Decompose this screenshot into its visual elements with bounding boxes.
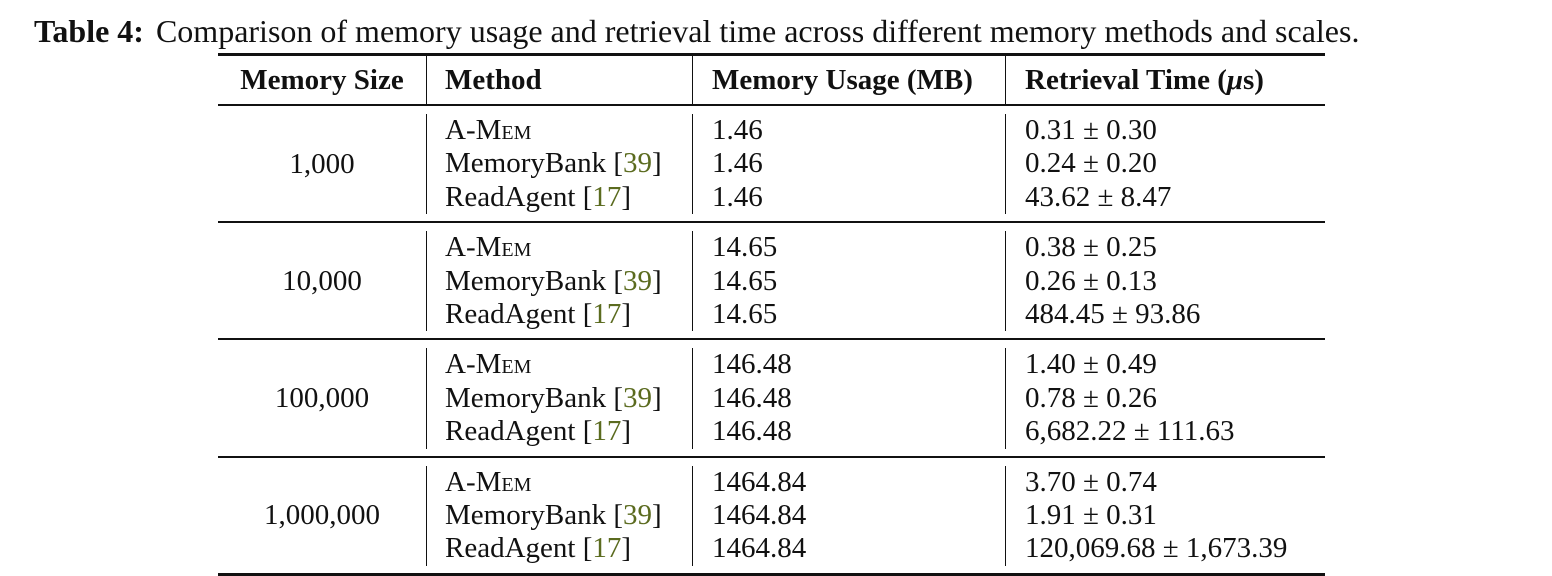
bottom-rule [218, 572, 1325, 576]
time-value: 0.31 ± 0.30 [1025, 114, 1157, 146]
retrieval-time-cell: 0.38 ± 0.25 0.26 ± 0.13 484.45 ± 93.86 [1006, 231, 1325, 331]
usage-value: 1464.84 [712, 532, 807, 565]
memory-usage-cell: 1464.84 1464.84 1464.84 [693, 465, 1006, 566]
method-readagent: ReadAgent [17] [445, 180, 632, 213]
memory-size-cell: 1,000 [218, 114, 427, 215]
table-row-group: 10,000 A-Mem MemoryBank [39] ReadAgent [… [218, 223, 1325, 338]
time-value: 1.40 ± 0.49 [1025, 348, 1157, 381]
group-rule [218, 455, 1325, 458]
table-row-group: 1,000 A-Mem MemoryBank [39] ReadAgent [1… [218, 106, 1325, 221]
memory-usage-cell: 1.46 1.46 1.46 [693, 114, 1006, 215]
method-cell: A-Mem MemoryBank [39] ReadAgent [17] [427, 465, 693, 566]
method-memorybank-name: MemoryBank [445, 381, 607, 414]
top-rule [218, 53, 1325, 56]
usage-value: 1464.84 [712, 499, 807, 532]
method-amem: A-Mem [445, 231, 532, 264]
header-retrieval-time-unit: μ [1226, 64, 1244, 96]
header-retrieval-time-prefix: Retrieval Time ( [1025, 64, 1227, 96]
method-readagent-name: ReadAgent [445, 298, 576, 331]
method-amem: A-Mem [445, 348, 532, 381]
header-retrieval-time-suffix: s) [1243, 64, 1264, 96]
time-value: 0.38 ± 0.25 [1025, 231, 1157, 264]
method-cell: A-Mem MemoryBank [39] ReadAgent [17] [427, 348, 693, 449]
table-caption: Table 4: Comparison of memory usage and r… [34, 10, 1544, 52]
citation-link[interactable]: 17 [592, 180, 622, 213]
table-row-group: 1,000,000 A-Mem MemoryBank [39] ReadAgen… [218, 458, 1325, 573]
method-cell: A-Mem MemoryBank [39] ReadAgent [17] [427, 114, 693, 215]
table-header-row: Memory Size Method Memory Usage (MB) Ret… [218, 56, 1325, 104]
header-memory-size: Memory Size [218, 56, 427, 104]
method-memorybank: MemoryBank [39] [445, 264, 662, 297]
caption-text: Comparison of memory usage and retrieval… [155, 13, 1360, 49]
memory-size-cell: 100,000 [218, 348, 427, 449]
usage-value: 14.65 [712, 264, 778, 297]
citation-link[interactable]: 39 [623, 381, 653, 414]
method-readagent: ReadAgent [17] [445, 532, 632, 565]
time-value: 0.78 ± 0.26 [1025, 381, 1157, 414]
method-memorybank: MemoryBank [39] [445, 381, 662, 414]
results-table: Memory Size Method Memory Usage (MB) Ret… [218, 53, 1325, 576]
time-value: 1.91 ± 0.31 [1025, 499, 1157, 532]
usage-value: 14.65 [712, 298, 778, 331]
usage-value: 146.48 [712, 415, 792, 448]
usage-value: 1.46 [712, 114, 763, 146]
citation-link[interactable]: 17 [592, 415, 622, 448]
method-memorybank-name: MemoryBank [445, 264, 607, 297]
time-value: 120,069.68 ± 1,673.39 [1025, 532, 1288, 565]
method-memorybank: MemoryBank [39] [445, 147, 662, 180]
memory-usage-cell: 14.65 14.65 14.65 [693, 231, 1006, 332]
citation-link[interactable]: 39 [623, 264, 653, 297]
method-amem: A-Mem [445, 114, 532, 146]
usage-value: 1.46 [712, 180, 763, 213]
method-readagent-name: ReadAgent [445, 415, 576, 448]
retrieval-time-cell: 0.31 ± 0.30 0.24 ± 0.20 43.62 ± 8.47 [1006, 114, 1325, 214]
caption-label: Table 4: [34, 13, 144, 49]
usage-value: 1464.84 [712, 465, 807, 498]
usage-value: 146.48 [712, 348, 792, 381]
method-readagent: ReadAgent [17] [445, 298, 632, 331]
method-memorybank: MemoryBank [39] [445, 499, 662, 532]
retrieval-time-cell: 1.40 ± 0.49 0.78 ± 0.26 6,682.22 ± 111.6… [1006, 348, 1325, 448]
memory-size-cell: 10,000 [218, 231, 427, 332]
group-rule [218, 221, 1325, 224]
usage-value: 1.46 [712, 147, 763, 180]
method-amem: A-Mem [445, 465, 532, 498]
time-value: 0.26 ± 0.13 [1025, 264, 1157, 297]
group-rule [218, 338, 1325, 341]
table-row-group: 100,000 A-Mem MemoryBank [39] ReadAgent … [218, 340, 1325, 455]
usage-value: 14.65 [712, 231, 778, 264]
header-rule [218, 104, 1325, 106]
method-readagent: ReadAgent [17] [445, 415, 632, 448]
method-memorybank-name: MemoryBank [445, 147, 607, 180]
memory-usage-cell: 146.48 146.48 146.48 [693, 348, 1006, 449]
header-method: Method [427, 56, 693, 104]
method-cell: A-Mem MemoryBank [39] ReadAgent [17] [427, 231, 693, 332]
citation-link[interactable]: 39 [623, 147, 653, 180]
time-value: 43.62 ± 8.47 [1025, 180, 1172, 213]
time-value: 0.24 ± 0.20 [1025, 147, 1157, 180]
method-readagent-name: ReadAgent [445, 180, 576, 213]
time-value: 3.70 ± 0.74 [1025, 465, 1157, 498]
time-value: 6,682.22 ± 111.63 [1025, 415, 1235, 448]
time-value: 484.45 ± 93.86 [1025, 298, 1201, 331]
header-retrieval-time: Retrieval Time (μs) [1006, 56, 1325, 104]
method-memorybank-name: MemoryBank [445, 499, 607, 532]
header-memory-usage: Memory Usage (MB) [693, 56, 1006, 104]
method-readagent-name: ReadAgent [445, 532, 576, 565]
citation-link[interactable]: 17 [592, 532, 622, 565]
citation-link[interactable]: 17 [592, 298, 622, 331]
memory-size-cell: 1,000,000 [218, 465, 427, 566]
usage-value: 146.48 [712, 381, 792, 414]
citation-link[interactable]: 39 [623, 499, 653, 532]
retrieval-time-cell: 3.70 ± 0.74 1.91 ± 0.31 120,069.68 ± 1,6… [1006, 466, 1325, 566]
